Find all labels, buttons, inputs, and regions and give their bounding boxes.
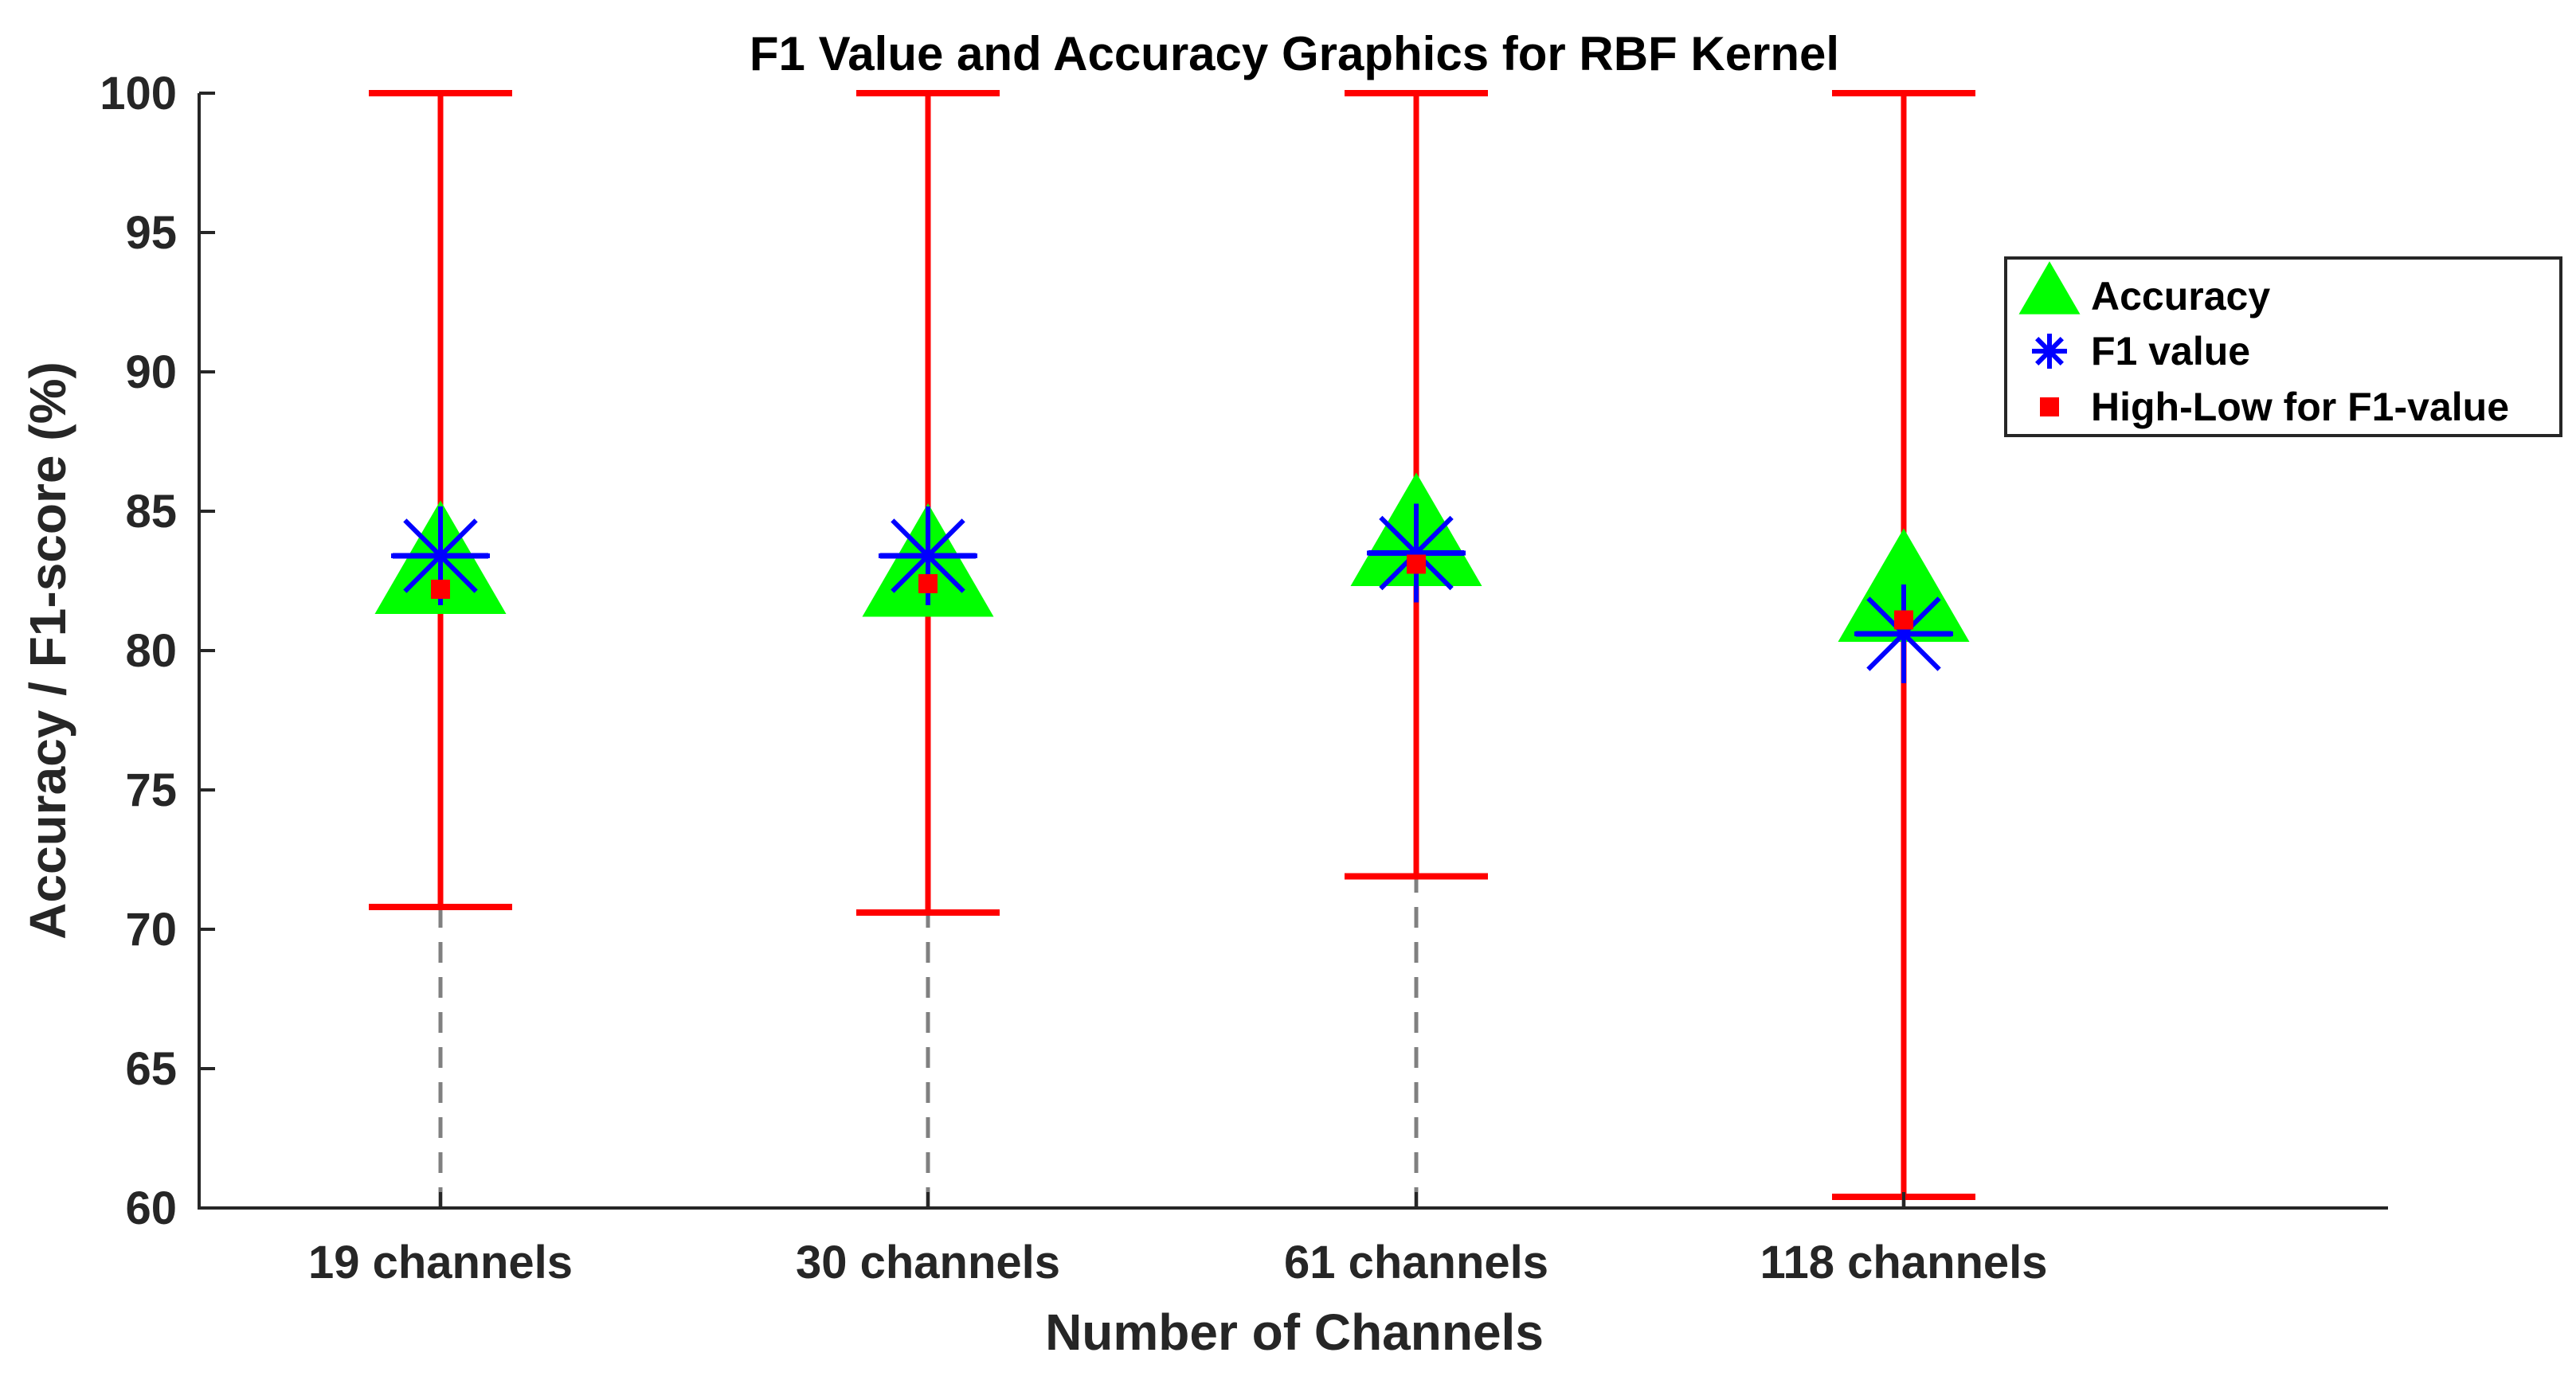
chart-title: F1 Value and Accuracy Graphics for RBF K… bbox=[750, 27, 1839, 80]
high-low-midpoint bbox=[431, 580, 450, 599]
y-tick-label: 80 bbox=[125, 625, 177, 677]
legend-label: High-Low for F1-value bbox=[2091, 385, 2509, 429]
asterisk-stroke bbox=[1379, 515, 1454, 591]
x-ticks: 19 channels 30 channels 61 channels 118 cha… bbox=[308, 1192, 2048, 1288]
y-tick-label: 95 bbox=[125, 207, 177, 259]
x-tick-label: 118 channels bbox=[1760, 1237, 2047, 1288]
x-tick-label: 61 channels bbox=[1284, 1237, 1548, 1288]
y-tick-label: 85 bbox=[125, 486, 177, 538]
asterisk-stroke bbox=[2035, 337, 2064, 366]
f1-value-point bbox=[1854, 584, 1953, 683]
legend-f1-marker bbox=[2032, 334, 2067, 369]
legend-label: Accuracy bbox=[2091, 274, 2270, 319]
y-tick-label: 65 bbox=[125, 1043, 177, 1095]
dashed-guides bbox=[438, 876, 1906, 1208]
f1-value-point bbox=[1367, 503, 1466, 603]
x-tick-label: 30 channels bbox=[796, 1237, 1060, 1288]
f1-value-point bbox=[391, 506, 490, 605]
data-markers bbox=[374, 472, 1970, 683]
y-tick-label: 70 bbox=[125, 904, 177, 956]
asterisk-stroke bbox=[891, 518, 965, 593]
legend-label: F1 value bbox=[2091, 329, 2250, 373]
y-tick-label: 90 bbox=[125, 346, 177, 398]
y-tick-label: 60 bbox=[125, 1182, 177, 1234]
y-tick-label: 75 bbox=[125, 764, 177, 816]
asterisk-stroke bbox=[1866, 596, 1941, 671]
legend-high-low-marker bbox=[2040, 397, 2059, 416]
high-low-midpoint bbox=[1894, 610, 1913, 630]
y-axis-label: Accuracy / F1-score (%) bbox=[19, 362, 76, 940]
y-ticks: 60 65 70 75 80 85 90 95 100 bbox=[100, 68, 215, 1234]
asterisk-stroke bbox=[403, 518, 478, 593]
x-axis-label: Number of Channels bbox=[1045, 1304, 1544, 1361]
legend-box bbox=[2004, 256, 2562, 437]
high-low-midpoint bbox=[918, 574, 938, 593]
high-low-midpoint bbox=[1407, 554, 1426, 574]
legend: Accuracy F1 value High-Low for F1-value bbox=[2004, 256, 2562, 437]
legend-accuracy-marker bbox=[2018, 261, 2081, 315]
x-tick-label: 19 channels bbox=[308, 1237, 573, 1288]
y-tick-label: 100 bbox=[100, 68, 177, 119]
error-bars bbox=[369, 90, 1975, 1200]
